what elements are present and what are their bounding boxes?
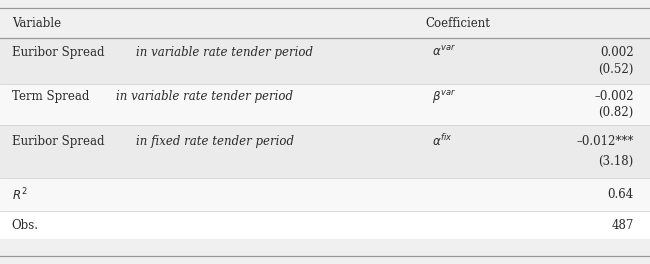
Bar [0, 211, 650, 239]
Text: (3.18): (3.18) [599, 155, 634, 168]
Text: $R^2$: $R^2$ [12, 186, 27, 203]
Text: $β^{var}$: $β^{var}$ [432, 88, 456, 106]
Text: (0.82): (0.82) [599, 106, 634, 119]
Text: Obs.: Obs. [12, 219, 39, 232]
Bar [0, 84, 650, 125]
Text: in variable rate tender period: in variable rate tender period [136, 46, 313, 59]
Bar [0, 38, 650, 84]
Text: in variable rate tender period: in variable rate tender period [116, 90, 293, 103]
Text: Coefficient: Coefficient [426, 17, 491, 30]
Text: 0.002: 0.002 [600, 46, 634, 59]
Text: Variable: Variable [12, 17, 61, 30]
Text: $α^{var}$: $α^{var}$ [432, 45, 456, 59]
Text: Euribor Spread: Euribor Spread [12, 135, 108, 148]
Text: 487: 487 [612, 219, 634, 232]
Bar [0, 178, 650, 211]
Text: $α^{fix}$: $α^{fix}$ [432, 133, 452, 149]
Bar [0, 125, 650, 178]
Text: Term Spread: Term Spread [12, 90, 93, 103]
Text: in fixed rate tender period: in fixed rate tender period [136, 135, 294, 148]
Text: (0.52): (0.52) [599, 63, 634, 76]
Text: Euribor Spread: Euribor Spread [12, 46, 108, 59]
Text: –0.012***: –0.012*** [577, 135, 634, 148]
Text: –0.002: –0.002 [594, 90, 634, 103]
Text: 0.64: 0.64 [608, 188, 634, 201]
